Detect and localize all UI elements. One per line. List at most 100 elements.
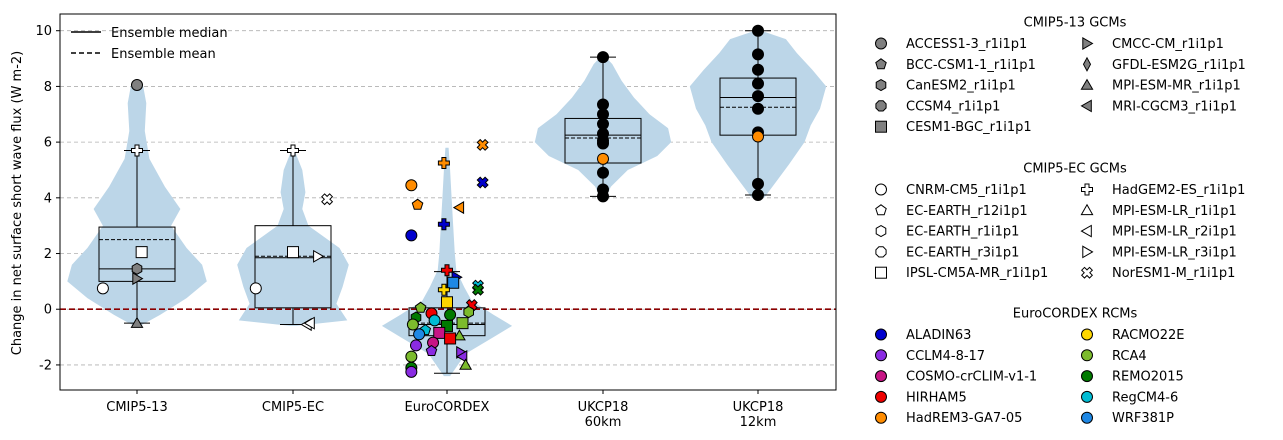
data-point [321, 193, 334, 206]
legend-marker [1081, 370, 1093, 383]
data-point [441, 319, 453, 332]
x-tick-label-line: CMIP5-EC [262, 400, 324, 415]
legend-item-label: NorESM1-M_r1i1p1 [1112, 266, 1235, 281]
y-tick-label: 0 [44, 303, 52, 318]
y-tick-label: 6 [44, 136, 52, 151]
legend-marker [1082, 245, 1094, 259]
data-point [752, 48, 764, 61]
legend-item-label: CESM1-BGC_r1i1p1 [906, 120, 1032, 135]
x-tick-label-line: UKCP18 [578, 400, 629, 415]
data-point [752, 177, 764, 190]
legend-item-label: HIRHAM5 [906, 390, 967, 405]
data-point [752, 189, 764, 202]
data-point [441, 264, 453, 277]
data-point [405, 229, 418, 242]
data-point [437, 157, 450, 170]
x-tick-label-line: CMIP5-13 [106, 400, 167, 415]
legend-marker [875, 246, 887, 258]
data-point [287, 246, 299, 259]
data-point [405, 179, 418, 192]
data-point [476, 138, 489, 151]
legend-item-label: CNRM-CM5_r1i1p1 [906, 183, 1027, 198]
x-tick-label: UKCP18 12km [733, 400, 784, 430]
legend-item-label: MPI-ESM-LR_r2i1p1 [1112, 225, 1237, 240]
data-point [447, 276, 460, 289]
data-point [303, 316, 315, 330]
legend-item-label: ACCESS1-3_r1i1p1 [906, 37, 1027, 52]
legend-marker [1080, 266, 1094, 279]
plot-frame [59, 13, 837, 391]
legend-item-label: MPI-ESM-MR_r1i1p1 [1112, 79, 1241, 94]
data-point [444, 308, 457, 321]
legend-item-label: EC-EARTH_r3i1p1 [906, 245, 1019, 260]
data-point [428, 314, 441, 327]
violin-1 [237, 150, 349, 326]
legend-item-label: HadREM3-GA7-05 [906, 411, 1022, 426]
legend-item-label: CanESM2_r1i1p1 [906, 79, 1016, 94]
legend-item-label: CMCC-CM_r1i1p1 [1112, 37, 1224, 52]
legend-item-label: IPSL-CM5A-MR_r1i1p1 [906, 266, 1048, 281]
legend-marker [875, 370, 887, 383]
x-tick-label: CMIP5-13 [106, 400, 167, 415]
x-tick-label-line: 12km [740, 415, 777, 430]
data-point [135, 246, 148, 259]
data-point [452, 329, 466, 341]
legend-item-label: WRF381P [1112, 411, 1174, 426]
legend-item-label: HadGEM2-ES_r1i1p1 [1112, 183, 1245, 198]
x-tick-label: EuroCORDEX [405, 400, 490, 415]
legend-item-label: CCSM4_r1i1p1 [906, 99, 1000, 114]
data-point [597, 190, 609, 203]
legend-item-label: RACMO22E [1112, 328, 1184, 343]
data-point [96, 282, 109, 295]
legend-marker [1081, 183, 1093, 196]
x-tick-label-line: EuroCORDEX [405, 400, 490, 415]
data-point [287, 144, 299, 157]
data-point [752, 102, 764, 115]
data-point [752, 77, 764, 90]
legend-marker [1081, 411, 1093, 424]
legend-marker [1080, 203, 1094, 216]
data-point [433, 326, 446, 339]
data-point [441, 296, 453, 309]
legend-item-label: GFDL-ESM2G_r1i1p1 [1112, 58, 1246, 73]
data-point [752, 130, 764, 143]
legend-item-label: RCA4 [1112, 349, 1147, 364]
y-tick-label: 8 [44, 80, 52, 95]
legend-marker [875, 328, 887, 341]
y-tick-label: 4 [44, 191, 52, 206]
legend-marker [1081, 328, 1093, 341]
legend-marker [875, 266, 887, 279]
data-point [130, 316, 144, 328]
legend-group-title: CMIP5-13 GCMs [1024, 16, 1127, 31]
legend-marker [875, 411, 887, 424]
data-point [463, 305, 474, 319]
marker-legend: CMIP5-13 GCMs ACCESS1-3_r1i1p1 BCC-CSM1-1_… [875, 16, 1246, 426]
legend-item-label: MPI-ESM-LR_r1i1p1 [1112, 204, 1237, 219]
data-point [425, 344, 438, 356]
legend-marker [1082, 56, 1092, 72]
data-point [752, 90, 764, 103]
data-point [476, 176, 489, 189]
legend-item-label: EC-EARTH_r12i1p1 [906, 204, 1028, 219]
legend-marker [875, 183, 887, 196]
data-point [459, 358, 473, 370]
legend-item-label: MPI-ESM-LR_r3i1p1 [1112, 245, 1237, 260]
data-point [437, 218, 450, 231]
legend-item-label: MRI-CGCM3_r1i1p1 [1112, 99, 1237, 114]
legend-marker [875, 204, 887, 216]
data-point [132, 272, 144, 286]
y-tick-label: 10 [35, 24, 52, 39]
legend-marker [1080, 78, 1094, 90]
data-point [455, 350, 468, 364]
legend-marker [875, 120, 887, 133]
legend-marker [1080, 224, 1092, 238]
legend-item-label: REMO2015 [1112, 370, 1184, 385]
data-point [444, 332, 457, 345]
x-tick-label: CMIP5-EC [262, 400, 324, 415]
data-point [313, 249, 325, 263]
data-point [752, 24, 764, 37]
legend-marker [1082, 37, 1094, 50]
y-tick-label: -2 [39, 358, 52, 373]
legend-marker [875, 225, 887, 238]
box-1 [254, 225, 332, 309]
